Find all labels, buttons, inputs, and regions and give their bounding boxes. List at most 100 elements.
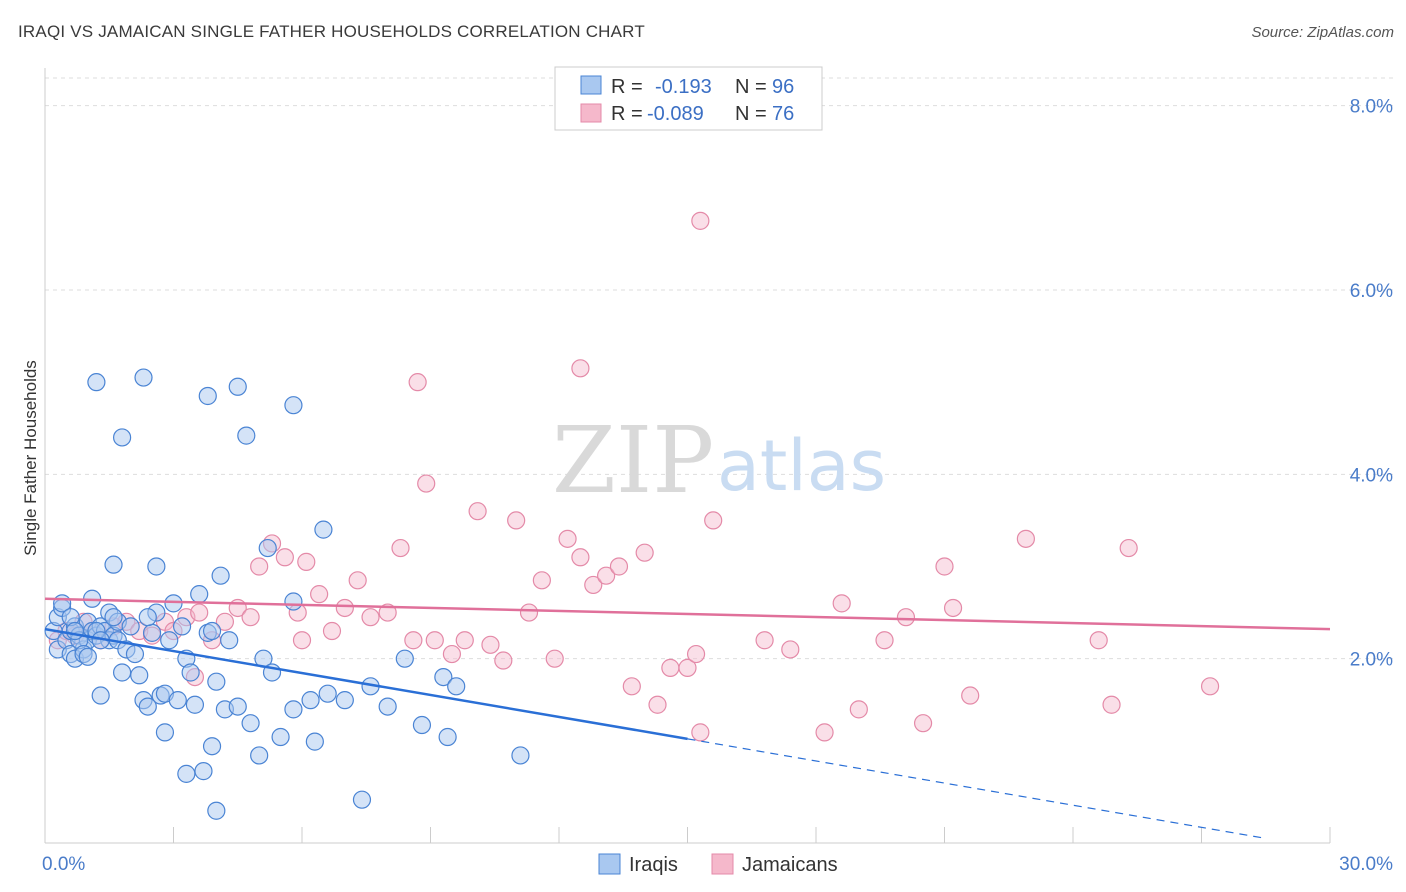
iraqi-point (250, 746, 269, 765)
iraqi-point (228, 697, 247, 716)
jamaican-point (297, 552, 316, 571)
iraqi-point (511, 746, 530, 765)
iraqi-point (335, 691, 354, 710)
watermark-atlas: atlas (717, 425, 886, 507)
jamaican-point (661, 658, 680, 677)
iraqi-point (220, 631, 239, 650)
iraqi-point (172, 617, 192, 636)
iraqi-point (125, 644, 145, 664)
legend-n-label-iraqi: N = (735, 76, 767, 98)
jamaican-point (275, 548, 294, 567)
jamaican-point (571, 548, 590, 567)
jamaican-point (704, 511, 723, 530)
jamaican-point (1200, 677, 1220, 696)
jamaican-point (532, 571, 551, 590)
watermark: ZIP atlas (552, 407, 886, 514)
trend-lines (44, 597, 1331, 839)
jamaican-point (1089, 631, 1108, 650)
bottom-legend-iraqis: Iraqis (629, 854, 678, 876)
iraqi-point (134, 368, 153, 387)
correlation-legend: R = -0.193 N = 96 R = -0.089 N = 76 (554, 66, 823, 131)
jamaican-point (425, 631, 444, 650)
iraqi-point (142, 623, 162, 642)
iraqi-point (241, 714, 260, 733)
jamaican-point (310, 585, 329, 604)
jamaican-point (815, 723, 834, 742)
jamaican-point (250, 557, 269, 576)
iraqi-point (198, 386, 217, 406)
jamaican-point (190, 603, 209, 622)
iraqi-point (271, 727, 290, 747)
jamaican-point (481, 635, 500, 654)
legend-swatch-iraqi (580, 75, 602, 95)
jamaican-point (849, 700, 868, 719)
y-tick-label: 2.0% (1350, 650, 1393, 671)
iraqi-point (78, 647, 97, 666)
jamaican-point (609, 557, 629, 576)
y-tick-label: 6.0% (1350, 281, 1393, 302)
jamaican-point (875, 631, 894, 650)
axes (44, 68, 1331, 844)
jamaican-point (292, 631, 312, 650)
gridlines (45, 77, 1393, 660)
jamaican-point (391, 538, 410, 558)
jamaican-point (1102, 695, 1121, 714)
iraqi-point (185, 695, 205, 714)
jamaican-point (961, 686, 980, 705)
x-tick-label-min: 0.0% (42, 854, 85, 875)
jamaican-point (494, 651, 513, 670)
iraqi-trend-line (44, 627, 688, 741)
x-tick-label-max: 30.0% (1339, 854, 1393, 875)
jamaican-point (635, 543, 654, 562)
iraqi-point (434, 667, 453, 687)
bottom-legend-swatch-jamaican (711, 853, 734, 875)
legend-n-label-jamaican: N = (735, 103, 767, 125)
y-tick-label: 8.0% (1350, 97, 1393, 118)
jamaican-point (361, 608, 380, 627)
iraqi-point (87, 373, 106, 392)
iraqi-point (91, 686, 110, 705)
chart-title: IRAQI VS JAMAICAN SINGLE FATHER HOUSEHOL… (18, 22, 645, 41)
jamaican-point (584, 575, 603, 595)
jamaican-point (335, 598, 354, 618)
iraqi-point (284, 592, 303, 611)
jamaican-trend-line (44, 597, 1331, 631)
iraqi-point (318, 684, 337, 703)
iraqi-point (211, 566, 230, 585)
jamaican-point (686, 644, 706, 664)
legend-n-value-iraqi: 96 (772, 76, 794, 98)
jamaican-point (691, 211, 710, 230)
iraqi-point (305, 732, 324, 751)
iraqi-point (352, 790, 372, 809)
iraqi-point (447, 677, 466, 696)
jamaican-point (322, 621, 342, 641)
iraqi-point (258, 538, 277, 558)
iraqi-point (104, 555, 123, 574)
jamaican-point (442, 644, 462, 664)
jamaican-point (241, 608, 260, 627)
jamaican-point (545, 649, 564, 668)
iraqi-point (228, 377, 247, 396)
jamaican-point (678, 658, 697, 677)
legend-r-label-jamaican: R = (611, 103, 643, 125)
jamaican-point (913, 714, 933, 733)
tick-labels: 2.0% 4.0% 6.0% 8.0% 0.0% 30.0% (42, 97, 1393, 875)
iraqi-point (177, 764, 196, 783)
iraqi-point (301, 691, 320, 710)
source-label: Source: ZipAtlas.com (1251, 24, 1394, 41)
iraqi-point (164, 594, 183, 613)
jamaican-point (404, 631, 423, 650)
iraqi-point (412, 715, 432, 735)
jamaican-point (558, 529, 577, 548)
jamaican-point (597, 566, 616, 585)
jamaican-point (781, 640, 800, 659)
iraqi-point (378, 697, 397, 716)
jamaican-point (519, 603, 539, 622)
iraqi-point (147, 557, 166, 576)
iraqi-point (155, 723, 175, 742)
iraqi-point (194, 762, 213, 781)
bottom-legend-jamaicans: Jamaicans (742, 854, 838, 876)
legend-r-value-jamaican: -0.089 (647, 103, 704, 125)
iraqi-point (207, 672, 226, 691)
